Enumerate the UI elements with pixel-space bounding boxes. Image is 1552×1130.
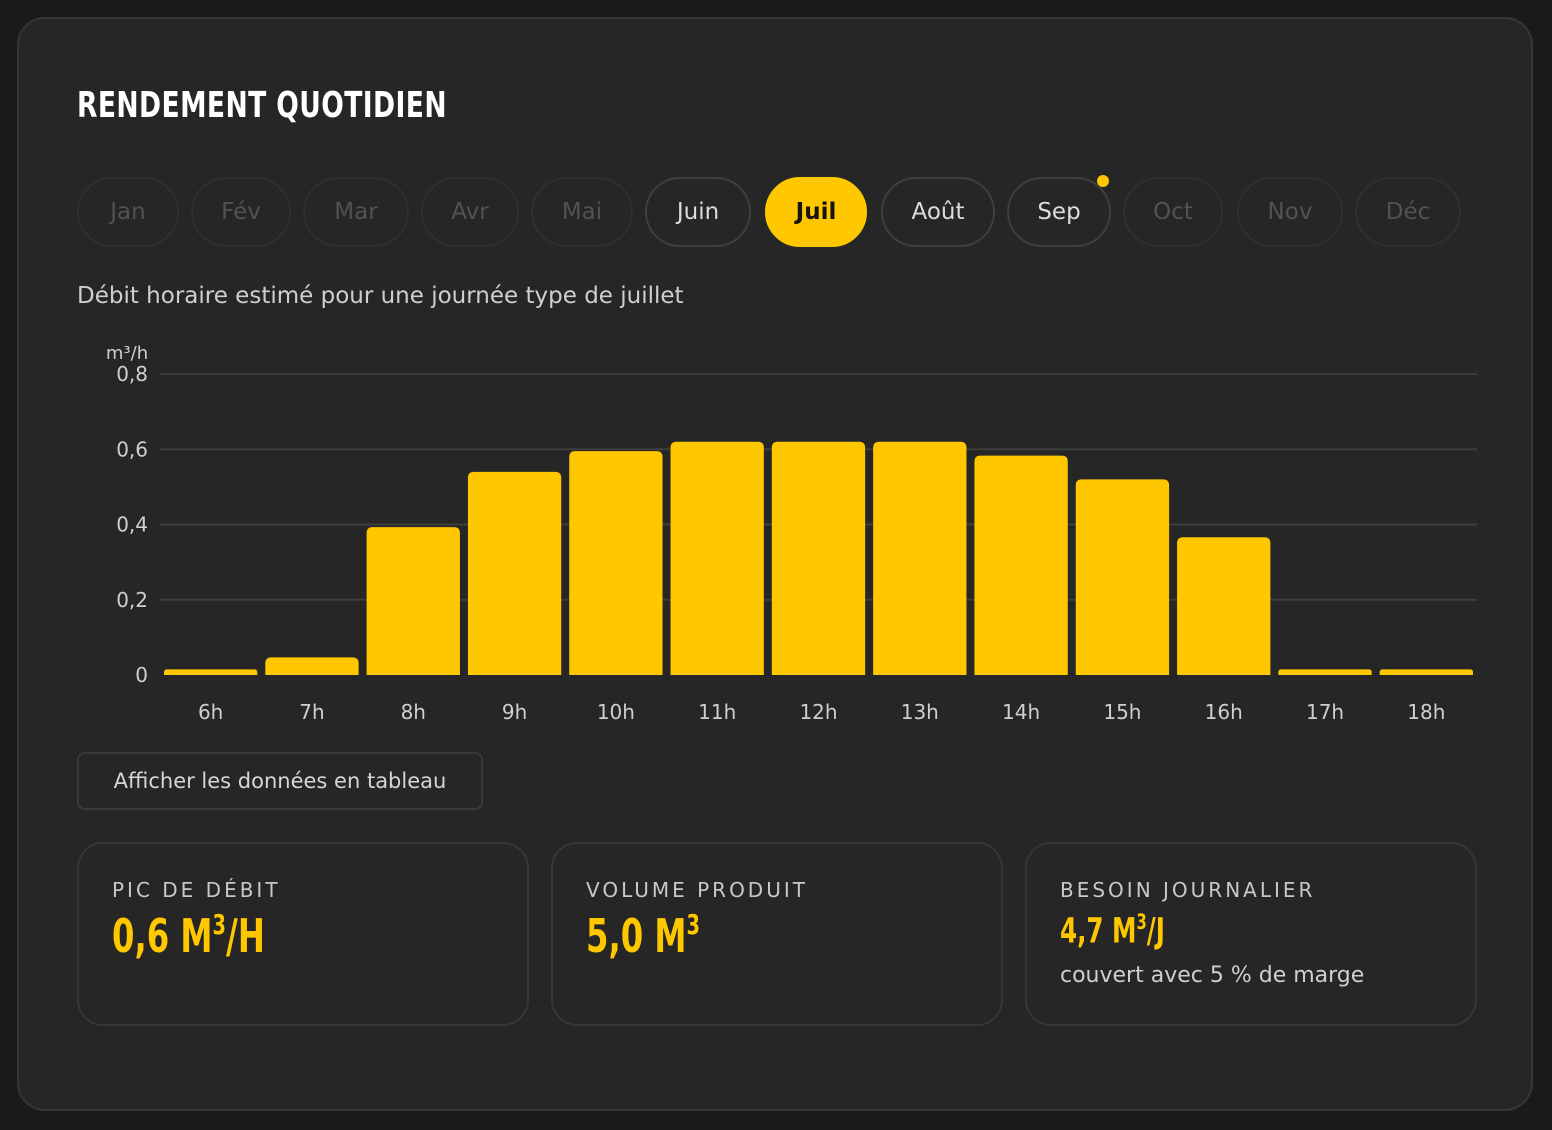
month-tab-apr[interactable]: Avr — [421, 177, 519, 247]
chart-bars — [164, 441, 1473, 675]
y-tick-label: 0,6 — [116, 437, 148, 461]
x-tick-label: 12h — [799, 700, 837, 724]
bar-6h[interactable] — [164, 669, 258, 675]
month-tab-jul[interactable]: Juil — [765, 177, 867, 247]
daily-yield-card: RENDEMENT QUOTIDIEN Jan Fév Mar Avr Mai … — [17, 17, 1533, 1111]
x-tick-label: 11h — [698, 700, 736, 724]
month-tab-mar[interactable]: Mar — [303, 177, 409, 247]
bar-7h[interactable] — [265, 657, 359, 675]
bar-11h[interactable] — [670, 441, 764, 675]
bar-14h[interactable] — [974, 455, 1068, 675]
x-tick-label: 10h — [597, 700, 635, 724]
hourly-flow-chart: m³/h 0 0,2 0,4 0,6 0,8 6h 7h 8h 9h 10h 11h 12h 13h 14h… — [106, 343, 1477, 724]
x-tick-label: 15h — [1103, 700, 1141, 724]
x-tick-label: 6h — [198, 700, 223, 724]
x-tick-label: 17h — [1306, 700, 1344, 724]
x-tick-label: 18h — [1407, 700, 1445, 724]
month-tab-aug[interactable]: Août — [881, 177, 995, 247]
x-tick-label: 9h — [502, 700, 527, 724]
x-tick-label: 14h — [1002, 700, 1040, 724]
x-tick-label: 13h — [901, 700, 939, 724]
x-tick-label: 8h — [401, 700, 426, 724]
stat-label: VOLUME PRODUIT — [586, 878, 808, 902]
stat-card-daily-need: BESOIN JOURNALIER 4,7 M3/J couvert avec … — [1025, 842, 1477, 1026]
chart-labels: m³/h 0 0,2 0,4 0,6 0,8 6h 7h 8h 9h 10h 11h 12h 13h 14h… — [106, 343, 1446, 724]
month-tab-jan[interactable]: Jan — [77, 177, 179, 247]
y-tick-label: 0,2 — [116, 588, 148, 612]
bar-12h[interactable] — [771, 441, 866, 675]
month-tab-feb[interactable]: Fév — [191, 177, 291, 247]
month-tab-oct[interactable]: Oct — [1123, 177, 1223, 247]
show-data-table-button[interactable]: Afficher les données en tableau — [77, 752, 483, 810]
stat-label: BESOIN JOURNALIER — [1060, 878, 1316, 902]
month-tab-dec[interactable]: Déc — [1355, 177, 1461, 247]
bar-17h[interactable] — [1278, 669, 1372, 675]
stat-card-peak-flow: PIC DE DÉBIT 0,6 M3/H — [77, 842, 529, 1026]
y-tick-label: 0,4 — [116, 513, 148, 537]
month-tab-sep-label: Sep — [1037, 199, 1081, 225]
stat-label: PIC DE DÉBIT — [112, 878, 281, 902]
card-title: RENDEMENT QUOTIDIEN — [77, 85, 447, 126]
y-tick-label: 0 — [135, 663, 148, 687]
month-tab-nov[interactable]: Nov — [1237, 177, 1343, 247]
stat-note: couvert avec 5 % de marge — [1060, 963, 1365, 988]
bar-10h[interactable] — [569, 451, 663, 675]
month-tab-may[interactable]: Mai — [531, 177, 633, 247]
month-tab-sep[interactable]: Sep — [1007, 175, 1111, 247]
x-tick-label: 7h — [299, 700, 324, 724]
bar-15h[interactable] — [1075, 479, 1170, 675]
chart-subtitle: Débit horaire estimé pour une journée ty… — [77, 283, 684, 309]
new-data-indicator-dot — [1097, 175, 1109, 187]
bar-9h[interactable] — [467, 471, 562, 675]
bar-18h[interactable] — [1379, 669, 1473, 675]
y-axis-unit-label: m³/h — [106, 343, 148, 364]
bar-13h[interactable] — [873, 441, 967, 675]
bar-8h[interactable] — [366, 527, 460, 675]
bar-16h[interactable] — [1177, 537, 1271, 675]
stat-card-produced-volume: VOLUME PRODUIT 5,0 M3 — [551, 842, 1003, 1026]
month-tab-jun[interactable]: Juin — [645, 177, 751, 247]
y-tick-label: 0,8 — [116, 362, 148, 386]
stat-value: 4,7 M3/J — [1060, 910, 1165, 952]
stat-value: 0,6 M3/H — [112, 908, 265, 963]
stat-value: 5,0 M3 — [586, 908, 701, 963]
x-tick-label: 16h — [1205, 700, 1243, 724]
